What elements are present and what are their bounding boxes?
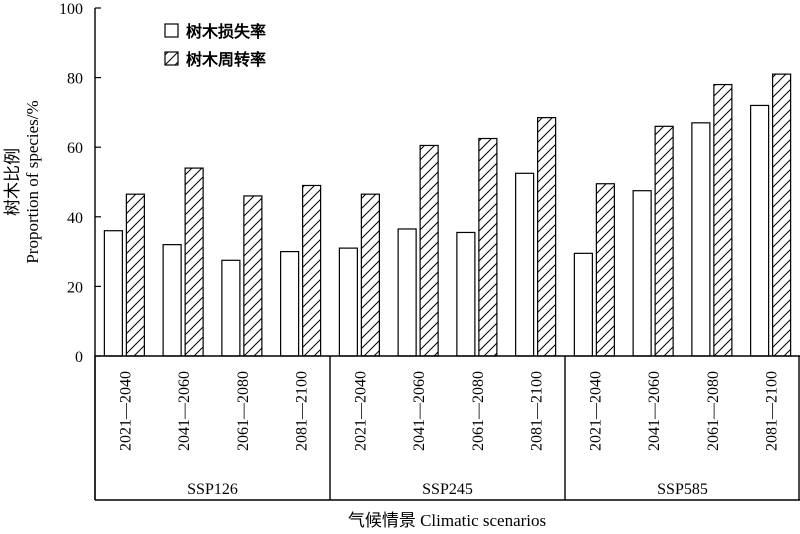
y-axis-title-cn: 树木比例 <box>3 148 22 216</box>
scenario-label: SSP585 <box>657 481 708 498</box>
x-period-label: 2041—2060 <box>646 371 663 451</box>
bar-loss-rate <box>280 251 300 357</box>
y-tick-label: 0 <box>75 349 83 366</box>
x-period-label: 2061—2080 <box>235 371 252 451</box>
bar-turnover-rate <box>713 83 733 357</box>
y-tick-label: 40 <box>67 210 83 227</box>
bar-turnover-rate <box>595 183 615 357</box>
x-period-label: 2061—2080 <box>705 371 722 451</box>
bar-loss-rate <box>162 244 182 357</box>
x-period-label: 2021—2040 <box>117 371 134 451</box>
x-period-label: 2021—2040 <box>587 371 604 451</box>
y-tick-label: 100 <box>59 1 83 18</box>
bar-turnover-rate <box>243 195 263 357</box>
y-tick-label: 60 <box>67 140 83 157</box>
bar-loss-rate <box>515 172 535 357</box>
y-axis-title-en: Proportion of species/% <box>23 100 42 263</box>
scenario-label: SSP245 <box>422 481 473 498</box>
x-period-label: 2081—2100 <box>764 371 781 451</box>
y-tick-label: 20 <box>67 279 83 296</box>
labels-layer: 0 20 40 60 80 100 2021—2040 2041—2060 2061—2080 2… <box>3 1 781 530</box>
bar-loss-rate <box>632 190 652 357</box>
legend-label-turnover-rate: 树木周转率 <box>186 50 266 69</box>
bar-turnover-rate <box>654 125 674 357</box>
bar-loss-rate <box>338 247 358 357</box>
bar-loss-rate <box>573 252 593 357</box>
bar-turnover-rate <box>360 193 380 357</box>
y-tick-label: 80 <box>67 71 83 88</box>
bars-layer <box>103 73 792 357</box>
x-period-label: 2021—2040 <box>352 371 369 451</box>
legend-swatch-loss-rate <box>164 23 179 38</box>
scenario-label: SSP126 <box>187 481 238 498</box>
x-period-label: 2081—2100 <box>529 371 546 451</box>
legend-swatch-turnover-rate <box>164 51 179 66</box>
x-period-label: 2061—2080 <box>470 371 487 451</box>
bar-loss-rate <box>456 231 476 357</box>
bar-turnover-rate <box>302 184 322 357</box>
bar-turnover-rate <box>478 137 498 357</box>
bar-turnover-rate <box>125 193 145 357</box>
legend-label-loss-rate: 树木损失率 <box>186 22 266 41</box>
x-axis-title: 气候情景 Climatic scenarios <box>348 511 546 530</box>
bar-turnover-rate <box>772 73 792 357</box>
x-period-label: 2041—2060 <box>176 371 193 451</box>
bar-loss-rate <box>221 259 241 357</box>
bar-turnover-rate <box>419 144 439 357</box>
x-period-label: 2041—2060 <box>411 371 428 451</box>
axes-layer <box>94 7 800 501</box>
bar-turnover-rate <box>537 117 557 357</box>
bar-loss-rate <box>103 230 123 357</box>
bar-loss-rate <box>397 228 417 357</box>
bar-loss-rate <box>691 122 711 357</box>
x-period-label: 2081—2100 <box>294 371 311 451</box>
bar-turnover-rate <box>184 167 204 357</box>
bar-loss-rate <box>750 104 770 357</box>
